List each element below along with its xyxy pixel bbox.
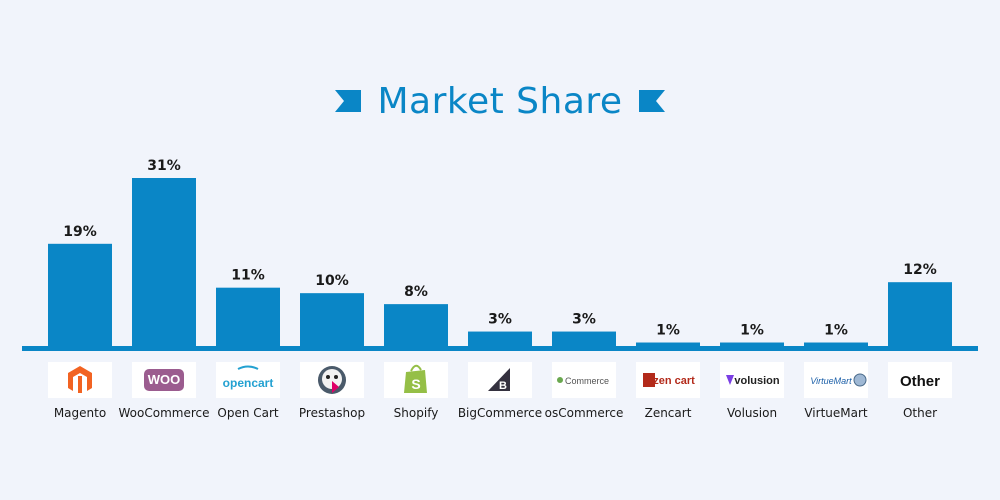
logos-layer: Magento WOO WooCommerce opencart Open Cart Pr…	[48, 362, 952, 420]
category-label-prestashop: Prestashop	[299, 406, 365, 420]
logo-box	[216, 362, 280, 398]
magento-shape	[68, 366, 92, 391]
bigcommerce-triangle	[488, 368, 510, 391]
value-label-virtuemart: 1%	[824, 323, 848, 339]
virtuemart-globe	[853, 373, 867, 387]
category-label-other: Other	[903, 406, 937, 420]
bars-layer: 19% 31% 11% 10% 8% 3% 3% 1% 1% 1% 12%	[48, 158, 952, 348]
chart-title: Market Share	[377, 80, 623, 122]
logo-text: Other	[900, 373, 940, 390]
logo-text: VirtueMart	[810, 376, 852, 386]
chart-baseline	[22, 346, 978, 351]
value-label-other: 12%	[903, 262, 937, 278]
value-label-zencart: 1%	[656, 323, 680, 339]
category-label-virtuemart: VirtueMart	[804, 406, 868, 420]
bar-bigcommerce	[468, 331, 532, 348]
bigcommerce-b-glyph: B	[499, 380, 507, 392]
category-label-oscommerce: osCommerce	[545, 406, 624, 420]
oscommerce-dot	[557, 377, 563, 383]
ribbon-left-icon	[335, 90, 362, 112]
prestashop-face	[322, 369, 342, 389]
category-label-bigcommerce: BigCommerce	[458, 406, 542, 420]
category-label-volusion: Volusion	[727, 406, 777, 420]
shopify-logo-icon: S	[384, 362, 448, 398]
value-label-prestashop: 10%	[315, 273, 349, 289]
value-label-magento: 19%	[63, 224, 97, 240]
bar-virtuemart	[804, 342, 868, 348]
logo-box	[888, 362, 952, 398]
category-label-open-cart: Open Cart	[217, 406, 279, 420]
value-label-shopify: 8%	[404, 284, 428, 300]
category-label-magento: Magento	[54, 406, 106, 420]
category-label-zencart: Zencart	[645, 406, 692, 420]
chart-title-row: Market Share	[0, 78, 1000, 124]
volusion-mark	[726, 375, 734, 385]
value-label-volusion: 1%	[740, 323, 764, 339]
bar-zencart	[636, 342, 700, 348]
volusion-logo-icon: volusion	[720, 362, 784, 398]
magento-stem	[78, 376, 82, 393]
bar-other	[888, 282, 952, 348]
category-label-woocommerce: WooCommerce	[119, 406, 210, 420]
bar-shopify	[384, 304, 448, 348]
opencart-arc	[237, 365, 259, 370]
value-label-bigcommerce: 3%	[488, 312, 512, 328]
logo-text: Commerce	[565, 376, 609, 386]
other-logo-icon: Other	[888, 362, 952, 398]
magento-logo-icon	[48, 362, 112, 398]
logo-text: WOO	[148, 372, 181, 387]
ribbon-right-icon	[638, 90, 665, 112]
logo-text: zen cart	[653, 375, 695, 387]
prestashop-bow	[332, 381, 339, 393]
value-label-oscommerce: 3%	[572, 312, 596, 328]
zencart-logo-icon: zen cart	[636, 362, 700, 398]
bar-prestashop	[300, 293, 364, 348]
prestashop-eye	[326, 375, 330, 379]
prestashop-eye	[334, 375, 338, 379]
opencart-logo-icon: opencart	[216, 362, 280, 398]
bar-volusion	[720, 342, 784, 348]
virtuemart-logo-icon: VirtueMart	[804, 362, 868, 398]
bar-oscommerce	[552, 331, 616, 348]
logo-text: volusion	[734, 375, 780, 387]
bigcommerce-logo-icon: B	[468, 362, 532, 398]
value-label-woocommerce: 31%	[147, 158, 181, 174]
shopify-s-glyph: S	[411, 376, 420, 392]
bar-open-cart	[216, 287, 280, 348]
prestashop-logo-icon	[300, 362, 364, 398]
bar-magento	[48, 243, 112, 348]
oscommerce-logo-icon: Commerce	[552, 362, 616, 398]
shopify-bag	[404, 370, 427, 393]
woocommerce-logo-icon: WOO	[132, 362, 196, 398]
logo-text: opencart	[223, 376, 274, 390]
bar-woocommerce	[132, 178, 196, 348]
zencart-mark	[643, 373, 655, 387]
value-label-open-cart: 11%	[231, 268, 265, 284]
shopify-handle	[410, 364, 422, 372]
category-label-shopify: Shopify	[394, 406, 439, 420]
woo-badge	[144, 369, 184, 391]
